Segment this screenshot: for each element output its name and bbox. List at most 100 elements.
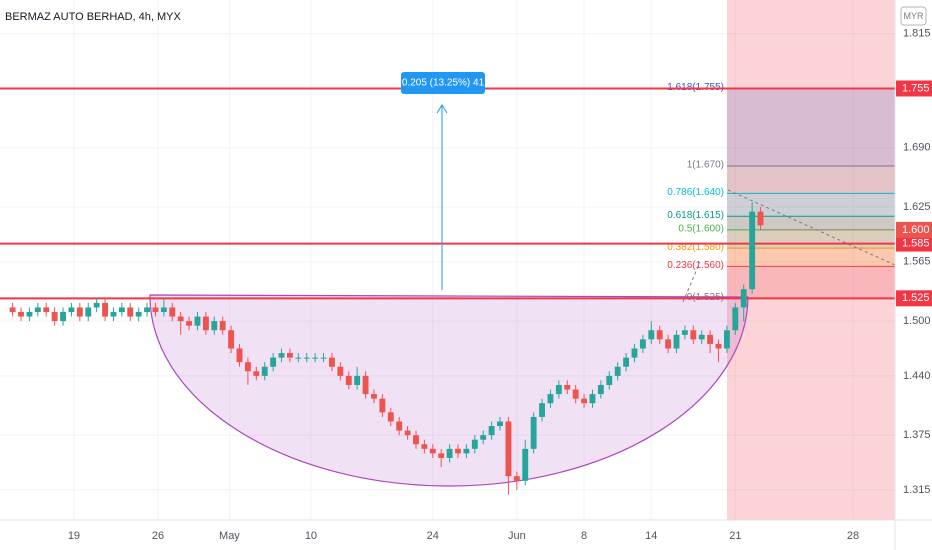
- candles: [9, 202, 764, 495]
- candle-body: [253, 371, 260, 376]
- fib-band: [727, 88, 895, 167]
- y-tick-label: 1.375: [903, 429, 931, 441]
- candle-body: [118, 307, 125, 312]
- candle-body: [177, 316, 184, 322]
- y-tick-label: 1.500: [903, 315, 931, 327]
- candle-body: [639, 339, 646, 349]
- candle-body: [438, 453, 445, 458]
- candle-body: [597, 384, 604, 395]
- price-label: 1.585: [902, 237, 930, 249]
- y-tick-label: 1.690: [903, 142, 931, 154]
- x-tick-label: 28: [847, 530, 859, 542]
- candle-body: [488, 426, 495, 436]
- fib-label: 0.786(1.640): [667, 187, 724, 198]
- candle-body: [211, 321, 218, 331]
- candle-body: [68, 307, 75, 312]
- y-tick-label: 1.440: [903, 370, 931, 382]
- candle-body: [539, 403, 545, 417]
- candle-body: [723, 330, 730, 349]
- y-tick-label: 1.565: [903, 256, 931, 268]
- measure-label-box: [401, 72, 485, 94]
- fib-band: [727, 166, 895, 194]
- candle-body: [371, 394, 377, 399]
- candle-body: [278, 353, 285, 358]
- candle-body: [480, 435, 487, 440]
- candle-body: [547, 394, 554, 404]
- candle-body: [169, 307, 176, 317]
- candle-body: [463, 448, 470, 454]
- cup-pattern: [149, 294, 749, 487]
- candle-body: [34, 307, 41, 312]
- candle-body: [581, 398, 588, 404]
- candle-body: [707, 334, 714, 344]
- candle-body: [715, 343, 722, 349]
- candle-body: [396, 421, 403, 431]
- fib-label: 0.382(1.580): [667, 242, 724, 253]
- x-tick-label: 14: [645, 530, 657, 542]
- candle-body: [404, 430, 411, 436]
- candle-body: [93, 302, 100, 308]
- candle-body: [236, 348, 243, 363]
- candle-body: [698, 334, 705, 340]
- candle-body: [505, 421, 512, 477]
- candle-body: [555, 384, 562, 395]
- y-tick-label: 1.625: [903, 201, 931, 213]
- x-tick-label: 19: [68, 530, 80, 542]
- candle-body: [303, 357, 310, 359]
- candle-body: [446, 448, 453, 458]
- fib-label: 0.236(1.560): [667, 260, 724, 271]
- price-label: 1.600: [902, 224, 930, 236]
- candle-body: [606, 375, 613, 385]
- candle-body: [690, 330, 697, 340]
- trend-line: [682, 261, 701, 303]
- candle-body: [648, 330, 655, 340]
- candle-body: [589, 394, 596, 404]
- currency: MYR: [904, 11, 925, 21]
- candle-body: [471, 439, 478, 449]
- candle-body: [362, 375, 369, 395]
- x-tick-label: 26: [152, 530, 164, 542]
- axes: 1.315 1.375 1.440 1.500 1.565 1.625 1.690 1.815…: [68, 28, 932, 542]
- candle-body: [354, 375, 361, 385]
- candle-body: [513, 476, 520, 481]
- fib-label: 0.618(1.615): [667, 210, 724, 221]
- candle-body: [85, 307, 92, 317]
- candle-body: [564, 384, 571, 390]
- x-tick-label: May: [219, 530, 240, 542]
- candle-body: [51, 312, 58, 322]
- chart-title: BERMAZ AUTO BERHAD, 4h, MYX: [5, 11, 182, 23]
- candle-body: [295, 357, 302, 359]
- price-label-box: [896, 221, 932, 238]
- candle-body: [623, 357, 630, 367]
- candle-body: [455, 448, 461, 454]
- candle-body: [312, 357, 319, 359]
- candle-body: [110, 312, 117, 317]
- y-tick-label: 1.815: [903, 28, 931, 40]
- candle-body: [429, 448, 436, 454]
- candle-body: [614, 366, 621, 376]
- candle-body: [127, 307, 134, 317]
- fib-band: [727, 248, 895, 267]
- candle-body: [144, 307, 151, 312]
- candle-body: [202, 316, 209, 331]
- x-tick-label: 8: [581, 530, 587, 542]
- candle-body: [244, 362, 251, 372]
- fib-retracement: 0(1.525)0.236(1.560)0.382(1.580)0.5(1.60…: [667, 82, 895, 303]
- grid: [0, 0, 895, 520]
- candle-body: [43, 307, 50, 312]
- trend-line: [727, 189, 896, 266]
- candle-body: [572, 389, 579, 399]
- price-label: 1.755: [902, 82, 930, 94]
- arrow-head: [436, 104, 448, 114]
- price-label-box: [896, 80, 932, 97]
- candle-body: [152, 307, 159, 312]
- candle-body: [337, 366, 344, 376]
- candle-body: [681, 330, 688, 335]
- candle-body: [345, 375, 352, 385]
- x-tick-label: 21: [729, 530, 741, 542]
- currency-badge[interactable]: [900, 6, 927, 26]
- x-tick-label: 10: [305, 530, 317, 542]
- candle-body: [757, 211, 764, 226]
- x-tick-label: Jun: [508, 530, 526, 542]
